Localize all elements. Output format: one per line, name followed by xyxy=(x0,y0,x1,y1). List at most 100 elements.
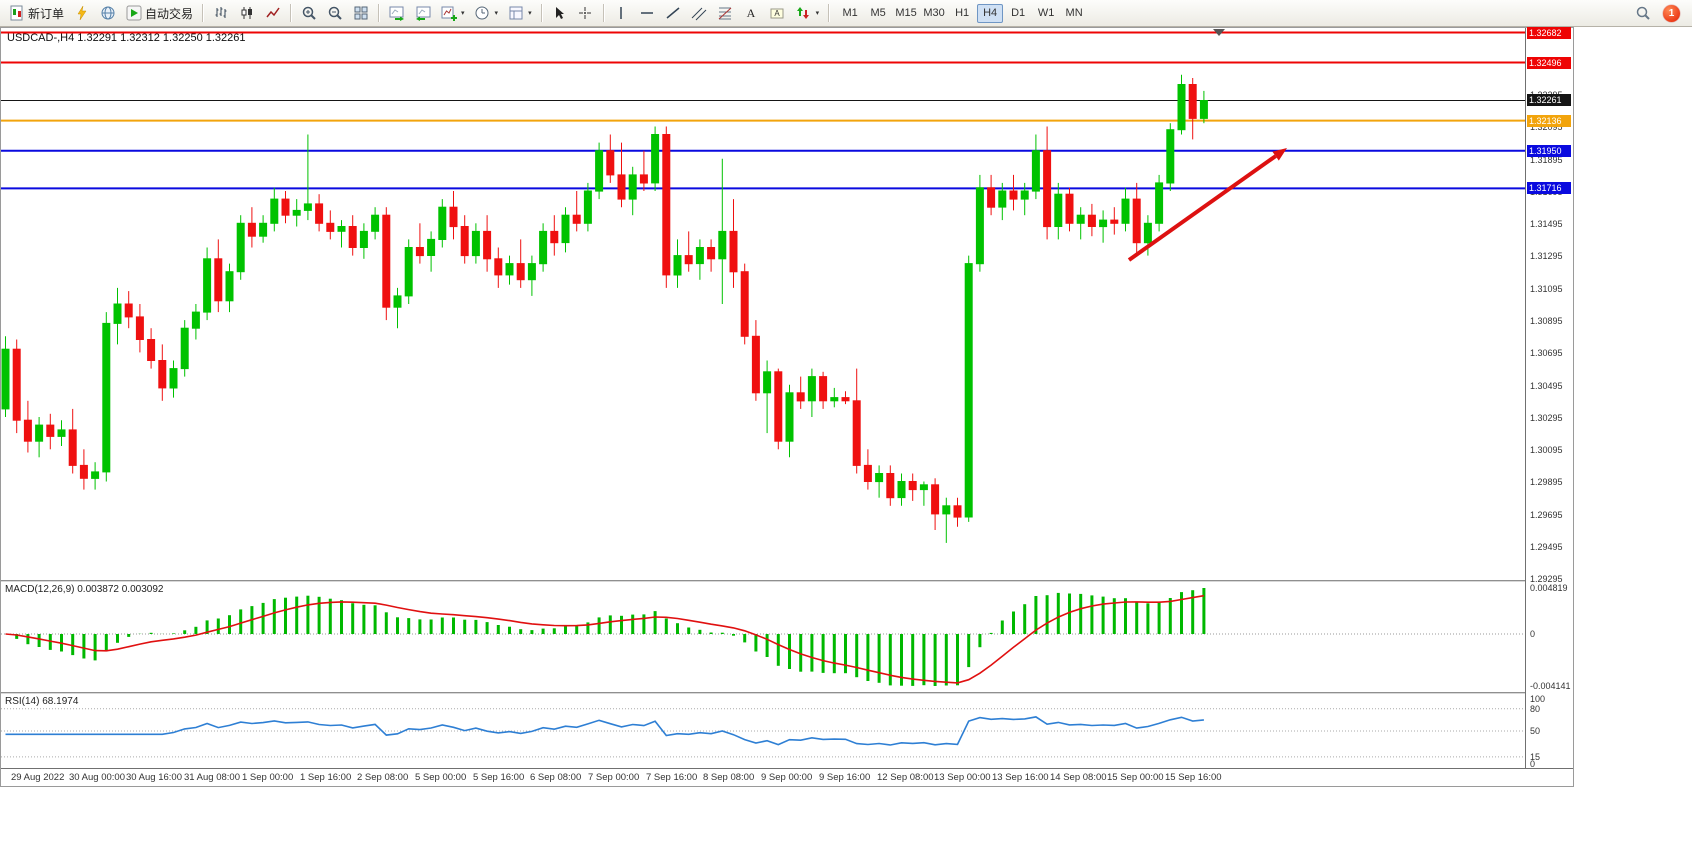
rsi-axis-tick: 0 xyxy=(1530,759,1536,769)
price-axis[interactable]: 1.322951.320951.318951.316951.314951.312… xyxy=(1525,27,1573,769)
chevron-down-icon: ▾ xyxy=(815,10,820,17)
timeframe-button-H4[interactable]: H4 xyxy=(977,3,1004,23)
globe-button[interactable] xyxy=(95,2,120,24)
tile-windows-button[interactable] xyxy=(348,2,373,24)
cursor-icon xyxy=(551,5,568,22)
candlestick-chart[interactable] xyxy=(1,28,1525,580)
time-axis[interactable]: 29 Aug 2022 30 Aug 00:00 30 Aug 16:00 31 Au… xyxy=(1,768,1573,786)
search-icon[interactable] xyxy=(1634,5,1651,22)
zoom-out-button[interactable] xyxy=(322,2,347,24)
toolbar-separator xyxy=(290,4,292,22)
fibonacci-icon xyxy=(717,5,734,22)
arrows-button[interactable]: ▾ xyxy=(791,2,824,24)
bar-chart-button[interactable] xyxy=(208,2,233,24)
price-axis-tick: 1.31495 xyxy=(1530,219,1563,229)
rsi-axis-tick: 100 xyxy=(1530,694,1546,704)
rsi-axis-tick: 50 xyxy=(1530,726,1541,736)
timeframe-button-H1[interactable]: H1 xyxy=(955,7,970,19)
timeframe-button-M5[interactable]: M5 xyxy=(870,7,886,19)
new-order-button[interactable]: 新订单 xyxy=(4,2,68,24)
hline-button[interactable] xyxy=(635,2,660,24)
time-axis-label: 29 Aug 2022 xyxy=(11,772,65,783)
price-axis-tick: 1.30895 xyxy=(1530,316,1563,326)
template-button[interactable]: ▾ xyxy=(503,2,536,24)
text-button[interactable]: A xyxy=(739,2,764,24)
price-axis-tick: 1.32095 xyxy=(1530,122,1563,132)
timeframe-button-M1[interactable]: M1 xyxy=(842,7,858,19)
chart-window: USDCAD-,H4 1.32291 1.32312 1.32250 1.322… xyxy=(0,27,1574,787)
time-axis-label: 13 Sep 16:00 xyxy=(992,772,1049,783)
price-axis-tick: 1.31895 xyxy=(1530,155,1563,165)
auto-scroll-button[interactable] xyxy=(384,2,409,24)
timeframe-button-M30[interactable]: M30 xyxy=(923,7,945,19)
timeframe-button-M15[interactable]: M15 xyxy=(895,7,917,19)
vline-button[interactable] xyxy=(609,2,634,24)
price-line-label: 1.32261 xyxy=(1527,94,1571,106)
crosshair-button[interactable] xyxy=(573,2,598,24)
price-axis-tick: 1.31295 xyxy=(1530,251,1563,261)
notification-badge[interactable]: 1 xyxy=(1663,4,1680,22)
text-icon: A xyxy=(743,5,760,22)
candlestick-button[interactable] xyxy=(234,2,259,24)
time-axis-label: 5 Sep 00:00 xyxy=(415,772,467,783)
periodicity-button[interactable]: ▾ xyxy=(470,2,503,24)
macd-chart[interactable] xyxy=(1,582,1525,692)
toolbar-separator xyxy=(202,4,204,22)
time-axis-label: 12 Sep 08:00 xyxy=(877,772,934,783)
pane-separator[interactable] xyxy=(1,692,1573,694)
candlestick-icon xyxy=(238,5,255,22)
time-axis-label: 14 Sep 08:00 xyxy=(1050,772,1107,783)
channel-icon xyxy=(691,5,708,22)
channel-button[interactable] xyxy=(687,2,712,24)
template-icon xyxy=(507,5,524,22)
chevron-down-icon: ▾ xyxy=(461,10,465,17)
main-toolbar: 新订单 自动交易 xyxy=(0,0,1692,27)
macd-axis-min: -0.004141 xyxy=(1530,681,1571,691)
fibonacci-button[interactable] xyxy=(713,2,738,24)
timeframe-group: M1 M5 M15 M30 H1 H4 D1 W1 MN xyxy=(836,3,1088,23)
time-axis-label: 13 Sep 00:00 xyxy=(934,772,991,783)
price-axis-tick: 1.29495 xyxy=(1530,542,1563,552)
timeframe-button-D1[interactable]: D1 xyxy=(1011,7,1026,19)
macd-label: MACD(12,26,9) 0.003872 0.003092 xyxy=(5,584,164,595)
line-chart-button[interactable] xyxy=(260,2,285,24)
chart-shift-marker xyxy=(1213,29,1225,36)
clock-icon xyxy=(474,5,491,22)
auto-trading-label: 自动交易 xyxy=(145,6,194,21)
trend-arrow xyxy=(1127,154,1277,262)
zoom-in-button[interactable] xyxy=(296,2,321,24)
chart-shift-button[interactable] xyxy=(410,2,435,24)
new-chart-button[interactable]: ▾ xyxy=(436,2,469,24)
price-axis-tick: 1.31095 xyxy=(1530,284,1563,294)
pane-separator[interactable] xyxy=(1,580,1573,582)
timeframe-button-MN[interactable]: MN xyxy=(1065,7,1083,19)
macd-axis-max: 0.004819 xyxy=(1530,583,1568,593)
rsi-chart[interactable] xyxy=(1,694,1525,768)
macd-pane[interactable]: MACD(12,26,9) 0.003872 0.003092 xyxy=(1,582,1525,692)
time-axis-label: 1 Sep 16:00 xyxy=(300,772,352,783)
zoom-in-icon xyxy=(300,5,317,22)
price-axis-tick: 1.30495 xyxy=(1530,381,1563,391)
trendline-button[interactable] xyxy=(661,2,686,24)
chart-shift-icon xyxy=(414,5,431,22)
text-label-button[interactable]: A xyxy=(765,2,790,24)
rsi-pane[interactable]: RSI(14) 68.1974 xyxy=(1,694,1525,768)
horizontal-line-icon xyxy=(639,5,656,22)
price-line-label: 1.31716 xyxy=(1527,182,1571,194)
time-axis-label: 15 Sep 16:00 xyxy=(1165,772,1222,783)
new-chart-icon xyxy=(440,5,457,22)
toolbar-separator xyxy=(378,4,380,22)
timeframe-button-W1[interactable]: W1 xyxy=(1037,7,1055,19)
time-axis-label: 2 Sep 08:00 xyxy=(357,772,409,783)
vertical-line-icon xyxy=(613,5,630,22)
time-axis-label: 6 Sep 08:00 xyxy=(530,772,582,783)
chart-title: USDCAD-,H4 1.32291 1.32312 1.32250 1.322… xyxy=(7,32,246,44)
chevron-down-icon: ▾ xyxy=(494,10,499,17)
price-axis-tick: 1.30695 xyxy=(1530,348,1563,358)
main-chart-pane[interactable]: USDCAD-,H4 1.32291 1.32312 1.32250 1.322… xyxy=(1,28,1525,580)
cursor-button[interactable] xyxy=(547,2,572,24)
rsi-axis-tick: 80 xyxy=(1530,704,1541,714)
auto-trading-button[interactable]: 自动交易 xyxy=(121,2,197,24)
lightning-button[interactable] xyxy=(69,2,94,24)
new-order-label: 新订单 xyxy=(28,6,65,21)
